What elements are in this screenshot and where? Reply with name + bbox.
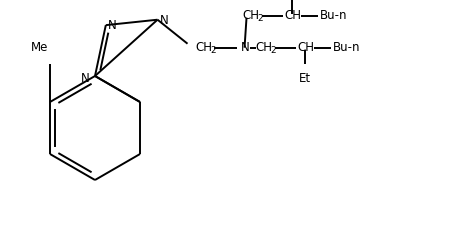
Text: Bu-n: Bu-n bbox=[319, 9, 347, 22]
Text: N: N bbox=[160, 14, 168, 27]
Text: 2: 2 bbox=[211, 46, 216, 55]
Text: CH: CH bbox=[196, 41, 212, 54]
Text: Et: Et bbox=[298, 72, 311, 85]
Text: CH: CH bbox=[284, 9, 302, 22]
Text: Bu-n: Bu-n bbox=[333, 41, 360, 54]
Text: 2: 2 bbox=[270, 46, 276, 55]
Text: Me: Me bbox=[31, 41, 49, 54]
Text: CH: CH bbox=[242, 9, 260, 22]
Text: N: N bbox=[81, 72, 90, 85]
Text: 2: 2 bbox=[257, 14, 263, 23]
Text: CH: CH bbox=[297, 41, 315, 54]
Text: CH: CH bbox=[255, 41, 273, 54]
Text: N: N bbox=[108, 19, 117, 32]
Text: N: N bbox=[241, 41, 249, 54]
